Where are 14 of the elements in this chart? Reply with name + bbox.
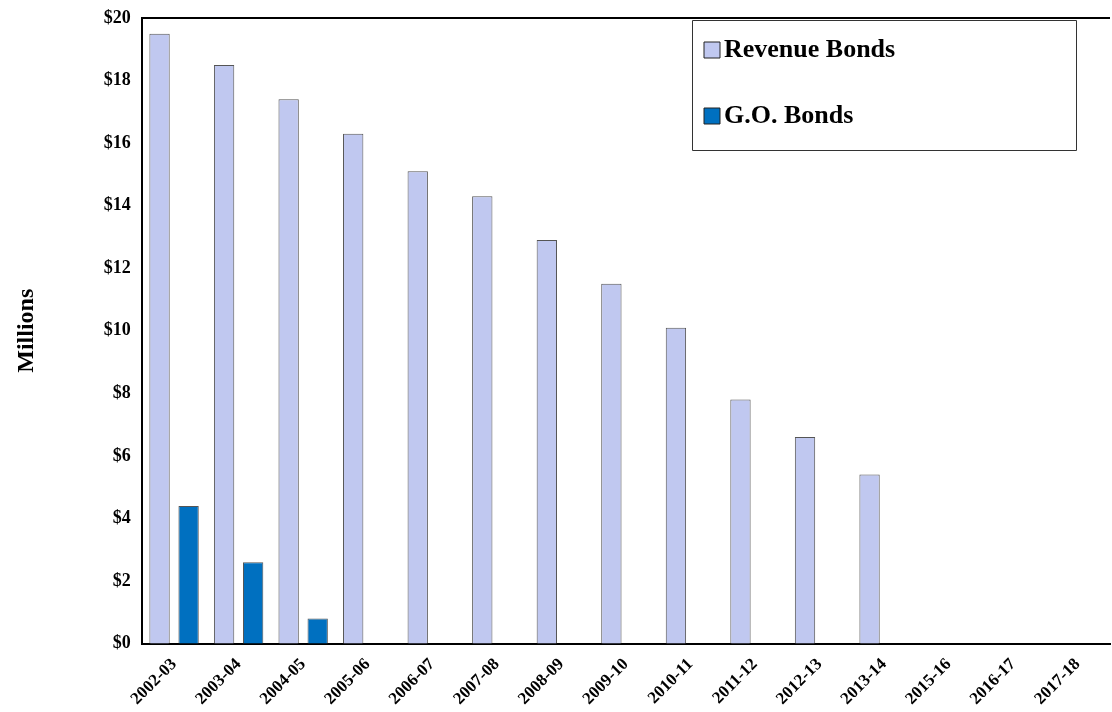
y-tick-label: $12 [103,256,131,277]
y-tick-label: $6 [112,444,131,465]
legend-label: Revenue Bonds [724,33,896,63]
y-tick-label: $0 [112,632,131,653]
y-tick-label: $4 [112,507,131,528]
y-axis-title: Millions [11,288,38,373]
y-tick-label: $14 [103,194,131,215]
y-tick-label: $18 [103,69,131,90]
y-tick-label: $16 [103,131,131,152]
y-tick-label: $20 [103,6,131,27]
y-tick-label: $10 [103,319,131,340]
y-tick-label: $2 [112,569,131,590]
legend-label: G.O. Bonds [724,99,854,129]
y-tick-label: $8 [112,381,131,402]
